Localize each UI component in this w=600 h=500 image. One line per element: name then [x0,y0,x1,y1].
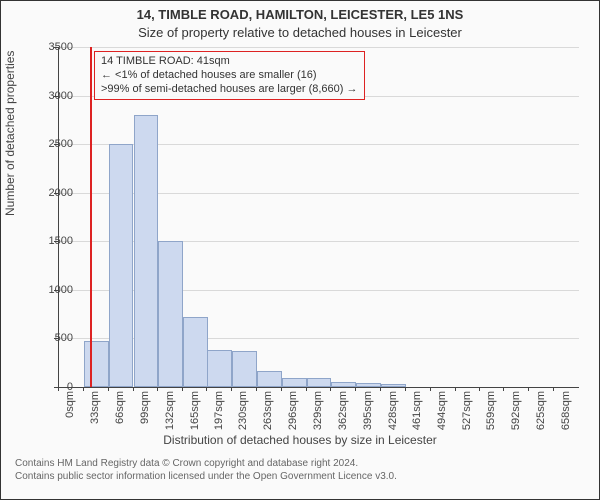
xtick-label: 395sqm [362,391,374,430]
xtick-label: 132sqm [164,391,176,430]
xtick-label: 559sqm [485,391,497,430]
histogram-bar [183,317,208,387]
histogram-bar [257,371,282,387]
xtick-mark [528,387,529,391]
annotation-line: ← <1% of detached houses are smaller (16… [101,69,358,83]
ytick-label: 1000 [27,284,73,296]
histogram-bar [381,384,406,387]
histogram-bar [307,378,332,387]
ytick-label: 1500 [27,235,73,247]
histogram-bar [109,144,134,387]
xtick-label: 296sqm [287,391,299,430]
xtick-mark [157,387,158,391]
ytick-mark [54,144,58,145]
ytick-mark [54,290,58,291]
ytick-mark [54,338,58,339]
ytick-label: 3000 [27,90,73,102]
xtick-label: 428sqm [387,391,399,430]
xtick-mark [503,387,504,391]
ytick-label: 2500 [27,138,73,150]
ytick-mark [54,241,58,242]
xtick-label: 329sqm [312,391,324,430]
xtick-mark [83,387,84,391]
xtick-mark [256,387,257,391]
xtick-label: 362sqm [337,391,349,430]
annotation-line: >99% of semi-detached houses are larger … [101,83,358,97]
ytick-mark [54,96,58,97]
xtick-label: 658sqm [560,391,572,430]
histogram-bar [356,383,381,387]
xtick-label: 0sqm [64,391,76,418]
xtick-mark [430,387,431,391]
xtick-label: 165sqm [189,391,201,430]
gridline [59,47,579,48]
xtick-label: 33sqm [89,391,101,424]
chart-container: 14, TIMBLE ROAD, HAMILTON, LEICESTER, LE… [0,0,600,500]
histogram-bar [232,351,257,387]
histogram-bar [282,378,307,387]
xtick-mark [231,387,232,391]
xtick-mark [380,387,381,391]
xtick-mark [330,387,331,391]
xtick-label: 494sqm [436,391,448,430]
xtick-mark [455,387,456,391]
annotation-callout: 14 TIMBLE ROAD: 41sqm ← <1% of detached … [94,51,365,100]
xtick-label: 263sqm [262,391,274,430]
ytick-label: 3500 [27,41,73,53]
histogram-bar [134,115,159,387]
xtick-mark [281,387,282,391]
xtick-mark [58,387,59,391]
xtick-mark [355,387,356,391]
xtick-mark [479,387,480,391]
histogram-bar [158,241,183,387]
xtick-mark [108,387,109,391]
page-title-line1: 14, TIMBLE ROAD, HAMILTON, LEICESTER, LE… [1,7,599,22]
credits-line: Contains public sector information licen… [15,470,397,483]
xtick-label: 99sqm [139,391,151,424]
xtick-label: 230sqm [237,391,249,430]
page-title-line2: Size of property relative to detached ho… [1,25,599,40]
histogram-bar [207,350,232,387]
xtick-mark [206,387,207,391]
credits-line: Contains HM Land Registry data © Crown c… [15,457,397,470]
ytick-mark [54,47,58,48]
xtick-mark [306,387,307,391]
xtick-label: 625sqm [535,391,547,430]
xtick-mark [553,387,554,391]
xtick-label: 66sqm [114,391,126,424]
xtick-label: 461sqm [411,391,423,430]
annotation-line: 14 TIMBLE ROAD: 41sqm [101,55,358,69]
ytick-label: 500 [27,332,73,344]
y-axis-label: Number of detached properties [3,51,17,216]
credits-block: Contains HM Land Registry data © Crown c… [15,457,397,483]
xtick-mark [133,387,134,391]
ytick-label: 2000 [27,187,73,199]
xtick-label: 527sqm [461,391,473,430]
histogram-bar [331,382,356,387]
xtick-mark [182,387,183,391]
histogram-bar [84,341,109,387]
marker-line [90,47,92,387]
ytick-mark [54,193,58,194]
xtick-mark [405,387,406,391]
xtick-label: 197sqm [213,391,225,430]
plot-area: 14 TIMBLE ROAD: 41sqm ← <1% of detached … [58,47,579,388]
xtick-label: 592sqm [510,391,522,430]
x-axis-label: Distribution of detached houses by size … [1,433,599,447]
